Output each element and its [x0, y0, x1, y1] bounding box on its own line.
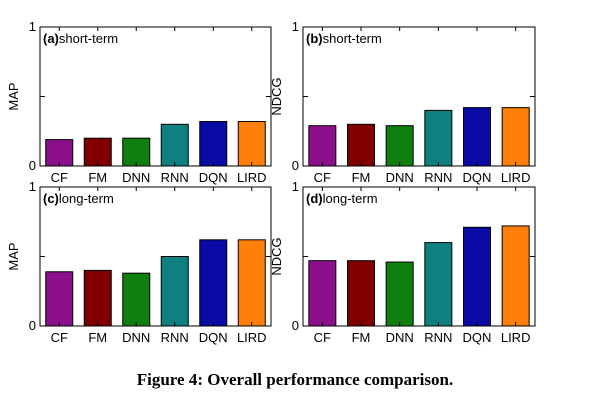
x-tick-label-fm: FM — [352, 330, 371, 345]
figure-caption: Figure 4: Overall performance comparison… — [136, 370, 454, 389]
x-tick-label-lird: LIRD — [501, 170, 531, 185]
x-tick-label-rnn: RNN — [161, 170, 189, 185]
bar-rnn — [424, 242, 453, 327]
y-axis-label: MAP — [6, 242, 21, 270]
y-tick-label: 0 — [292, 318, 299, 333]
bar-dqn — [199, 239, 228, 327]
bar-cf — [308, 260, 337, 327]
y-tick-label: 0 — [29, 318, 36, 333]
y-tick-label: 0 — [292, 158, 299, 173]
chart-panel-3: 0 1 CF FM DNN RNN DQN LIRD (c)long-term MAP — [6, 179, 272, 345]
x-tick-label-dnn: DNN — [122, 170, 150, 185]
bar-lird — [501, 107, 530, 167]
bar-fm — [83, 269, 112, 327]
x-tick-label-rnn: RNN — [424, 170, 452, 185]
x-tick-label-cf: CF — [51, 170, 68, 185]
x-tick-label-lird: LIRD — [237, 170, 267, 185]
y-axis-label: MAP — [6, 82, 21, 110]
x-tick-label-dqn: DQN — [463, 170, 492, 185]
plot-frame — [39, 26, 272, 167]
plot-frame — [302, 26, 536, 167]
panel-title: (b)short-term — [306, 31, 382, 46]
y-axis-label: NDCG — [269, 237, 284, 275]
y-axis-label: NDCG — [269, 77, 284, 115]
bar-lird — [237, 121, 266, 167]
x-tick-label-fm: FM — [88, 170, 107, 185]
bar-dnn — [385, 261, 414, 327]
panel-title: (c)long-term — [43, 191, 114, 206]
y-tick-label: 0 — [29, 158, 36, 173]
bar-rnn — [160, 256, 189, 327]
x-tick-label-dqn: DQN — [199, 170, 228, 185]
bar-dqn — [463, 107, 491, 167]
bar-dqn — [463, 226, 491, 327]
x-tick-label-fm: FM — [352, 170, 371, 185]
x-tick-label-cf: CF — [51, 330, 68, 345]
bar-rnn — [424, 109, 453, 167]
x-tick-label-rnn: RNN — [424, 330, 452, 345]
chart-panel-1: 0 1 CF FM DNN RNN DQN LIRD (a)short-term MAP — [6, 19, 272, 185]
chart-panel-4: 0 1 CF FM DNN RNN DQN LIRD (d)long-term NDCG — [269, 179, 536, 345]
x-tick-label-dnn: DNN — [122, 330, 150, 345]
plot-frame — [302, 186, 536, 327]
y-tick-label: 1 — [29, 19, 36, 34]
bar-rnn — [160, 123, 189, 167]
bar-lird — [237, 239, 266, 327]
bar-fm — [83, 137, 112, 167]
bar-lird — [501, 225, 530, 327]
x-tick-label-rnn: RNN — [161, 330, 189, 345]
x-tick-label-cf: CF — [314, 170, 331, 185]
bar-dnn — [385, 125, 414, 167]
panel-title: (a)short-term — [43, 31, 118, 46]
bar-dnn — [122, 137, 151, 167]
x-tick-label-dnn: DNN — [386, 170, 414, 185]
x-tick-label-fm: FM — [88, 330, 107, 345]
y-tick-label: 1 — [292, 19, 299, 34]
chart-panel-2: 0 1 CF FM DNN RNN DQN LIRD (b)short-term NDCG — [269, 19, 536, 185]
bar-dnn — [122, 272, 151, 327]
x-tick-label-cf: CF — [314, 330, 331, 345]
x-tick-label-lird: LIRD — [501, 330, 531, 345]
bar-fm — [347, 123, 375, 167]
plot-frame — [39, 186, 272, 327]
panel-title: (d)long-term — [306, 191, 378, 206]
x-tick-label-lird: LIRD — [237, 330, 267, 345]
x-tick-label-dnn: DNN — [386, 330, 414, 345]
y-tick-label: 1 — [29, 179, 36, 194]
x-tick-label-dqn: DQN — [199, 330, 228, 345]
bar-cf — [308, 125, 337, 167]
bar-cf — [45, 271, 74, 327]
x-tick-label-dqn: DQN — [463, 330, 492, 345]
bar-fm — [347, 260, 375, 327]
bar-dqn — [199, 121, 228, 167]
y-tick-label: 1 — [292, 179, 299, 194]
